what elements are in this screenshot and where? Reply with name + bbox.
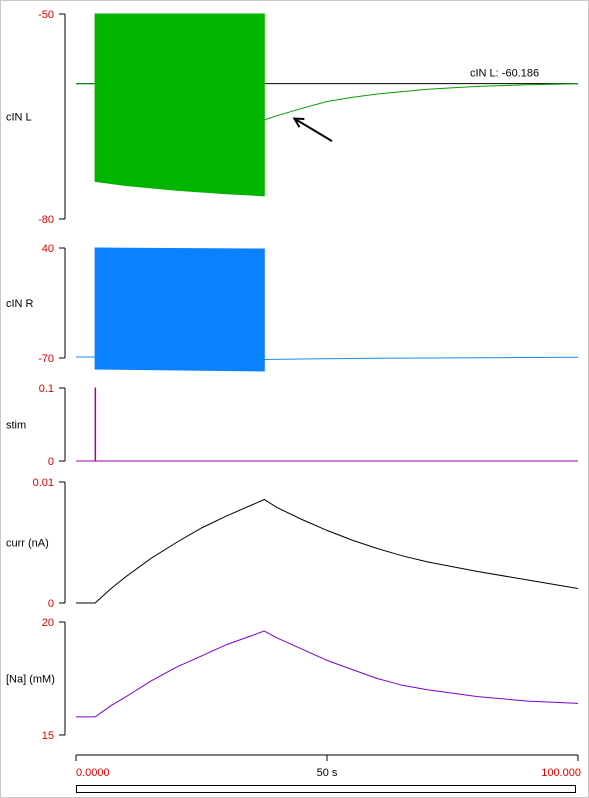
stim-y-tick-label-bottom: 0 xyxy=(48,456,54,468)
na-y-tick-label-bottom: 15 xyxy=(42,730,54,742)
curr-label: curr (nA) xyxy=(6,538,49,550)
curr-series-0 xyxy=(76,498,579,604)
x-tick-label-1: 50 s xyxy=(317,767,338,779)
cinr-y-tick-label-bottom: -70 xyxy=(38,353,54,365)
cinl-readout: cIN L: -60.186 xyxy=(470,68,539,80)
stim-label: stim xyxy=(6,420,26,432)
cinl-y-tick-label-top: -50 xyxy=(38,9,54,21)
na-series-0 xyxy=(76,630,579,718)
cinl-label: cIN L xyxy=(6,112,32,124)
stim-series-0 xyxy=(76,387,578,462)
cinr-y-tick-label-top: 40 xyxy=(42,243,54,255)
cinl-traces xyxy=(76,13,579,197)
curr-y-tick-label-top: 0.01 xyxy=(33,477,54,489)
x-tick-label-0: 0.0000 xyxy=(76,767,110,779)
cinl-annotation-arrow xyxy=(293,117,333,142)
cinr-label: cIN R xyxy=(6,298,34,310)
curr-y-tick-label-bottom: 0 xyxy=(48,598,54,610)
cinl-series-2 xyxy=(94,13,265,197)
na-traces xyxy=(76,630,579,718)
cinr-traces xyxy=(76,247,579,372)
na-label: [Na] (mM) xyxy=(6,674,55,686)
cinl-y-tick-label-bottom: -80 xyxy=(38,214,54,226)
stim-y-tick-label-top: 0.1 xyxy=(39,383,54,395)
na-y-tick-label-top: 20 xyxy=(42,617,54,629)
x-tick-label-2: 100.000 xyxy=(541,767,581,779)
horizontal-scrollbar[interactable] xyxy=(76,785,576,793)
curr-traces xyxy=(76,498,579,604)
stim-traces xyxy=(76,387,578,462)
cinl-annotation-arrowhead xyxy=(292,117,305,128)
cinr-series-1 xyxy=(94,247,265,372)
